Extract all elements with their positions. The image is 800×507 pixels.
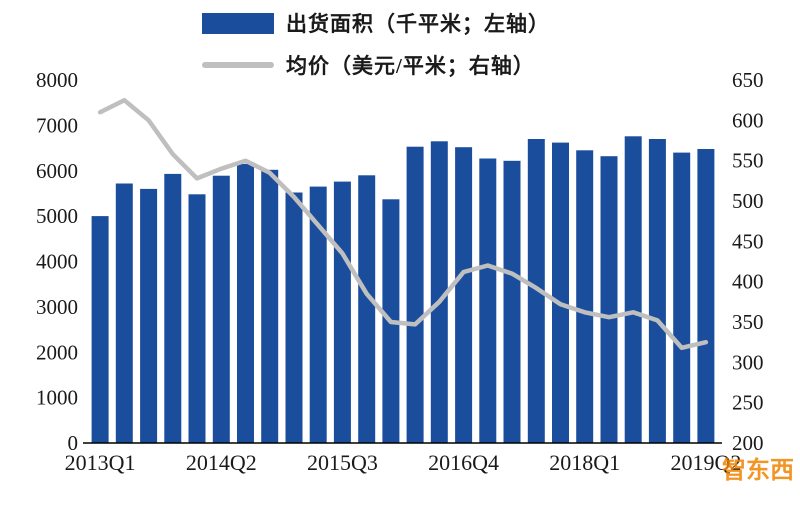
shipment-bar bbox=[309, 186, 327, 443]
watermark-text: 智东西 bbox=[722, 458, 794, 484]
left-axis-tick-label: 1000 bbox=[36, 386, 78, 410]
x-axis-tick-label: 2015Q3 bbox=[307, 450, 378, 475]
shipment-bar bbox=[697, 149, 715, 443]
shipment-bar bbox=[188, 194, 206, 443]
shipment-bar bbox=[285, 192, 303, 443]
right-axis-tick-label: 300 bbox=[732, 350, 764, 374]
shipment-bar bbox=[624, 136, 642, 444]
shipment-bar bbox=[576, 150, 594, 444]
legend-label-shipment-area: 出货面积（千平米；左轴） bbox=[286, 12, 550, 36]
average-price-line bbox=[97, 97, 709, 351]
watermark: 智东西 bbox=[722, 450, 794, 485]
left-axis-tick-label: 6000 bbox=[36, 159, 78, 183]
left-axis-tick-label: 2000 bbox=[36, 340, 78, 364]
left-axis-tick-label: 3000 bbox=[36, 295, 78, 319]
legend-line-swatch-icon bbox=[202, 62, 274, 68]
x-axis-tick-label: 2016Q4 bbox=[428, 450, 499, 475]
right-axis-tick-label: 600 bbox=[732, 108, 764, 132]
shipment-bar bbox=[261, 169, 279, 444]
shipment-bar bbox=[140, 188, 158, 443]
chart-legend: 出货面积（千平米；左轴） 均价（美元/平米；右轴） bbox=[202, 8, 550, 80]
left-axis-tick-label: 0 bbox=[68, 431, 79, 455]
left-axis-tick-label: 5000 bbox=[36, 204, 78, 228]
legend-label-average-price: 均价（美元/平米；右轴） bbox=[286, 54, 535, 78]
left-axis-tick-label: 4000 bbox=[36, 250, 78, 274]
x-axis-tick-label: 2013Q1 bbox=[65, 450, 136, 475]
right-axis-tick-label: 400 bbox=[732, 270, 764, 294]
shipment-bar bbox=[212, 175, 230, 443]
right-axis-tick-label: 550 bbox=[732, 149, 764, 173]
right-axis-tick-label: 500 bbox=[732, 189, 764, 213]
shipment-bar bbox=[527, 139, 545, 443]
legend-item-shipment-area: 出货面积（千平米；左轴） bbox=[202, 8, 550, 38]
right-axis-tick-label: 250 bbox=[732, 391, 764, 415]
shipment-bar bbox=[600, 156, 618, 443]
left-axis-tick-label: 8000 bbox=[36, 68, 78, 92]
right-axis-tick-label: 350 bbox=[732, 310, 764, 334]
x-axis-tick-label: 2014Q2 bbox=[186, 450, 257, 475]
shipment-bar bbox=[115, 183, 133, 443]
legend-item-average-price: 均价（美元/平米；右轴） bbox=[202, 50, 550, 80]
shipment-bar bbox=[237, 163, 254, 443]
left-axis-tick-label: 7000 bbox=[36, 113, 78, 137]
shipment-bar bbox=[455, 147, 473, 443]
shipment-bar bbox=[430, 141, 448, 444]
right-axis-tick-label: 650 bbox=[732, 68, 764, 92]
right-axis-tick-label: 200 bbox=[732, 431, 764, 455]
shipment-bar bbox=[333, 181, 351, 443]
right-axis-tick-label: 450 bbox=[732, 229, 764, 253]
shipment-bar bbox=[406, 146, 424, 443]
x-axis-tick-label: 2018Q1 bbox=[549, 450, 620, 475]
shipment-bar bbox=[503, 160, 521, 444]
shipment-bar bbox=[358, 175, 376, 444]
shipment-bar bbox=[552, 142, 569, 443]
legend-bar-swatch-icon bbox=[202, 12, 274, 34]
shipment-bar bbox=[164, 173, 182, 443]
shipment-bar bbox=[479, 158, 497, 443]
shipment-bar bbox=[648, 139, 666, 443]
shipment-bar bbox=[673, 152, 691, 443]
x-axis-tick-label: 2019Q2 bbox=[670, 450, 741, 475]
shipment-bar bbox=[91, 216, 109, 443]
